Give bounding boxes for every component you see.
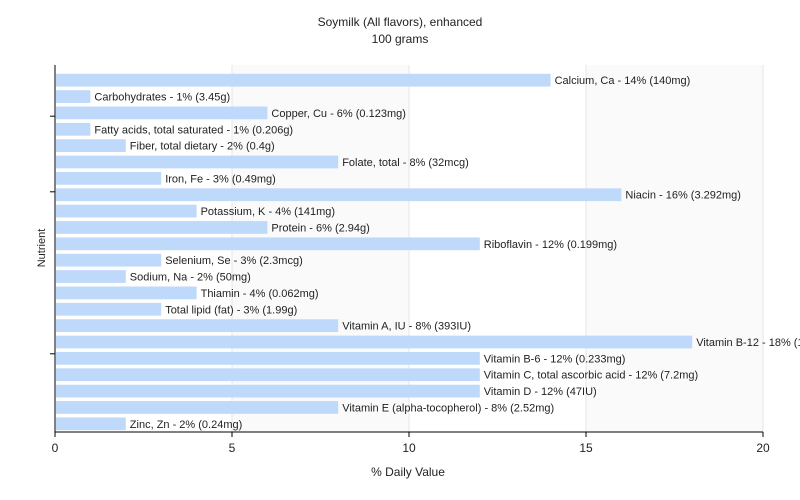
y-axis-title: Nutrient <box>36 229 48 268</box>
data-label: Copper, Cu - 6% (0.123mg) <box>271 108 406 120</box>
data-label: Selenium, Se - 3% (2.3mcg) <box>165 255 303 267</box>
bars <box>56 73 693 431</box>
bar <box>56 253 162 267</box>
axes: 0 5 10 15 20 <box>50 65 770 455</box>
data-label: Vitamin A, IU - 8% (393IU) <box>342 321 471 333</box>
data-label: Calcium, Ca - 14% (140mg) <box>555 75 691 87</box>
bar <box>56 270 126 283</box>
data-label: Vitamin D - 12% (47IU) <box>484 386 597 398</box>
data-label: Protein - 6% (2.94g) <box>271 222 369 234</box>
bar <box>56 384 480 398</box>
x-tick-label: 15 <box>579 441 593 455</box>
data-label: Sodium, Na - 2% (50mg) <box>130 272 251 284</box>
data-label: Riboflavin - 12% (0.199mg) <box>484 239 617 251</box>
bar <box>56 122 91 136</box>
data-label: Fatty acids, total saturated - 1% (0.206… <box>94 124 293 136</box>
bar <box>56 204 197 218</box>
bar <box>56 73 551 87</box>
bar <box>56 286 197 300</box>
data-label: Fiber, total dietary - 2% (0.4g) <box>130 141 275 153</box>
data-label: Carbohydrates - 1% (3.45g) <box>94 92 230 104</box>
data-label: Total lipid (fat) - 3% (1.99g) <box>165 304 297 316</box>
data-label: Folate, total - 8% (32mcg) <box>342 157 469 169</box>
bar <box>56 401 339 414</box>
bar <box>56 221 268 234</box>
bar <box>56 319 339 333</box>
x-tick-label: 20 <box>756 441 770 455</box>
bar <box>56 237 480 251</box>
data-label: Potassium, K - 4% (141mg) <box>201 206 336 218</box>
x-tick-label: 0 <box>52 441 59 455</box>
data-labels: Calcium, Ca - 14% (140mg) Carbohydrates -… <box>94 75 800 431</box>
data-label: Thiamin - 4% (0.062mg) <box>201 288 319 300</box>
x-tick-label: 5 <box>229 441 236 455</box>
x-tick-label: 10 <box>402 441 416 455</box>
bar <box>56 368 480 382</box>
data-label: Zinc, Zn - 2% (0.24mg) <box>130 419 242 431</box>
bar <box>56 90 91 103</box>
bar <box>56 335 693 349</box>
data-label: Niacin - 16% (3.292mg) <box>625 190 741 202</box>
bar <box>56 417 126 431</box>
bar <box>56 106 268 120</box>
chart-subtitle: 100 grams <box>371 32 429 46</box>
bar <box>56 188 622 202</box>
data-label: Iron, Fe - 3% (0.49mg) <box>165 173 276 185</box>
bar <box>56 155 339 169</box>
chart-title: Soymilk (All flavors), enhanced <box>317 15 483 29</box>
bar <box>56 351 480 365</box>
bar <box>56 139 126 153</box>
data-label: Vitamin C, total ascorbic acid - 12% (7.… <box>484 370 698 382</box>
bar <box>56 171 162 185</box>
x-axis-title: % Daily Value <box>371 465 445 479</box>
bar <box>56 302 162 316</box>
data-label: Vitamin B-6 - 12% (0.233mg) <box>484 353 626 365</box>
data-label: Vitamin B-12 - 18% (1.08mcg) <box>696 337 800 349</box>
plot-band <box>586 65 763 432</box>
data-label: Vitamin E (alpha-tocopherol) - 8% (2.52m… <box>342 402 554 414</box>
